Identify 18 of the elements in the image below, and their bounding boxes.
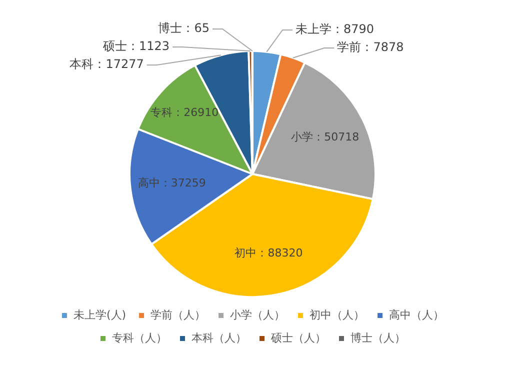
data-label: 小学：50718 xyxy=(291,130,360,144)
data-label: 学前：7878 xyxy=(337,40,404,54)
legend-label: 初中（人） xyxy=(310,308,365,322)
data-label: 高中：37259 xyxy=(138,176,206,190)
legend-label: 学前（人） xyxy=(150,308,206,322)
legend-label: 小学（人） xyxy=(230,308,286,322)
legend-label: 博士（人） xyxy=(350,331,406,344)
legend-label: 未上学(人) xyxy=(73,308,126,322)
data-label: 硕士：1123 xyxy=(102,39,170,54)
data-label: 博士：65 xyxy=(158,21,210,36)
data-label: 未上学：8790 xyxy=(296,22,374,36)
legend-label: 高中（人） xyxy=(389,308,444,322)
data-label: 本科：17277 xyxy=(70,57,144,72)
data-label: 专科：26910 xyxy=(150,106,219,120)
legend-label: 硕士（人） xyxy=(270,331,326,344)
legend-label: 本科（人） xyxy=(192,331,246,344)
legend-label: 专科（人） xyxy=(112,331,167,344)
data-label: 初中：88320 xyxy=(234,246,303,260)
